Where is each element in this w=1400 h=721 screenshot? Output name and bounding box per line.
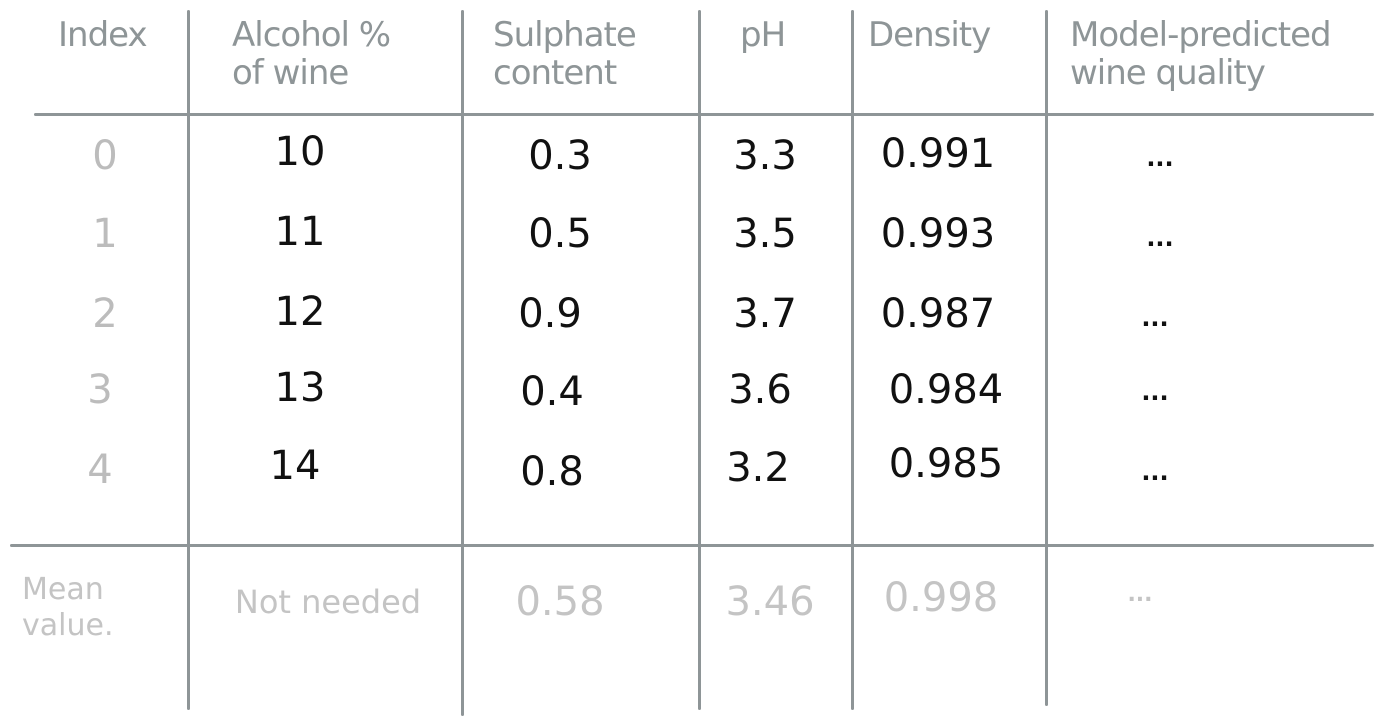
column-divider-4	[851, 10, 854, 710]
row-0-ph: 3.3	[733, 133, 797, 179]
mean-alcohol: Not needed	[234, 583, 422, 621]
row-4-ph: 3.2	[726, 445, 790, 491]
row-1-index: 1	[92, 211, 118, 257]
row-0-sulphate: 0.3	[528, 133, 592, 179]
row-1-density: 0.993	[880, 211, 996, 257]
header-index: Index	[58, 16, 183, 106]
row-1-quality: ...	[1146, 224, 1174, 252]
header-sulphate-line2: content	[493, 53, 617, 93]
header-quality-line2: wine quality	[1070, 53, 1266, 93]
row-3-quality: ...	[1141, 378, 1169, 406]
header-quality-line1: Model-predicted	[1070, 15, 1332, 55]
header-quality: Model-predicted wine quality	[1070, 16, 1395, 106]
row-2-ph: 3.7	[733, 291, 797, 337]
row-1-ph: 3.5	[733, 211, 797, 257]
row-4-alcohol: 14	[269, 443, 321, 489]
row-3-index: 3	[87, 367, 113, 413]
row-3-density: 0.984	[888, 367, 1004, 413]
header-density-line1: Density	[868, 15, 991, 55]
row-3-sulphate: 0.4	[520, 369, 584, 415]
row-2-index: 2	[92, 291, 118, 337]
header-ph: pH	[740, 16, 845, 106]
row-2-alcohol: 12	[274, 289, 326, 335]
header-alcohol-line1: Alcohol %	[232, 15, 391, 55]
column-divider-2	[461, 10, 464, 716]
row-3-alcohol: 13	[274, 365, 326, 411]
header-sulphate-line1: Sulphate	[493, 15, 637, 55]
header-divider	[34, 113, 1374, 116]
row-2-sulphate: 0.9	[518, 291, 582, 337]
mean-density: 0.998	[883, 575, 999, 621]
column-divider-5	[1045, 10, 1048, 706]
column-divider-3	[698, 10, 701, 710]
row-0-density: 0.991	[880, 131, 996, 177]
header-density: Density	[868, 16, 1040, 106]
mean-label-line1: Mean	[22, 572, 104, 607]
row-4-quality: ...	[1141, 458, 1169, 486]
row-4-density: 0.985	[888, 441, 1004, 487]
mean-divider	[10, 544, 1374, 547]
header-index-line1: Index	[58, 15, 148, 55]
header-alcohol: Alcohol % of wine	[232, 16, 457, 106]
mean-row-label: Mean value.	[22, 572, 182, 662]
row-3-ph: 3.6	[728, 367, 792, 413]
mean-sulphate: 0.58	[515, 579, 605, 625]
row-0-quality: ...	[1146, 144, 1174, 172]
mean-label-line2: value.	[22, 608, 114, 643]
row-0-alcohol: 10	[274, 129, 326, 175]
row-4-index: 4	[87, 447, 113, 493]
mean-quality: ...	[1127, 581, 1153, 607]
row-1-alcohol: 11	[274, 209, 326, 255]
header-ph-line1: pH	[740, 15, 786, 55]
row-2-quality: ...	[1141, 304, 1169, 332]
header-sulphate: Sulphate content	[493, 16, 693, 106]
row-2-density: 0.987	[880, 291, 996, 337]
column-divider-1	[187, 10, 190, 710]
row-1-sulphate: 0.5	[528, 211, 592, 257]
row-0-index: 0	[92, 133, 118, 179]
header-alcohol-line2: of wine	[232, 53, 349, 93]
row-4-sulphate: 0.8	[520, 449, 584, 495]
mean-ph: 3.46	[725, 579, 815, 625]
